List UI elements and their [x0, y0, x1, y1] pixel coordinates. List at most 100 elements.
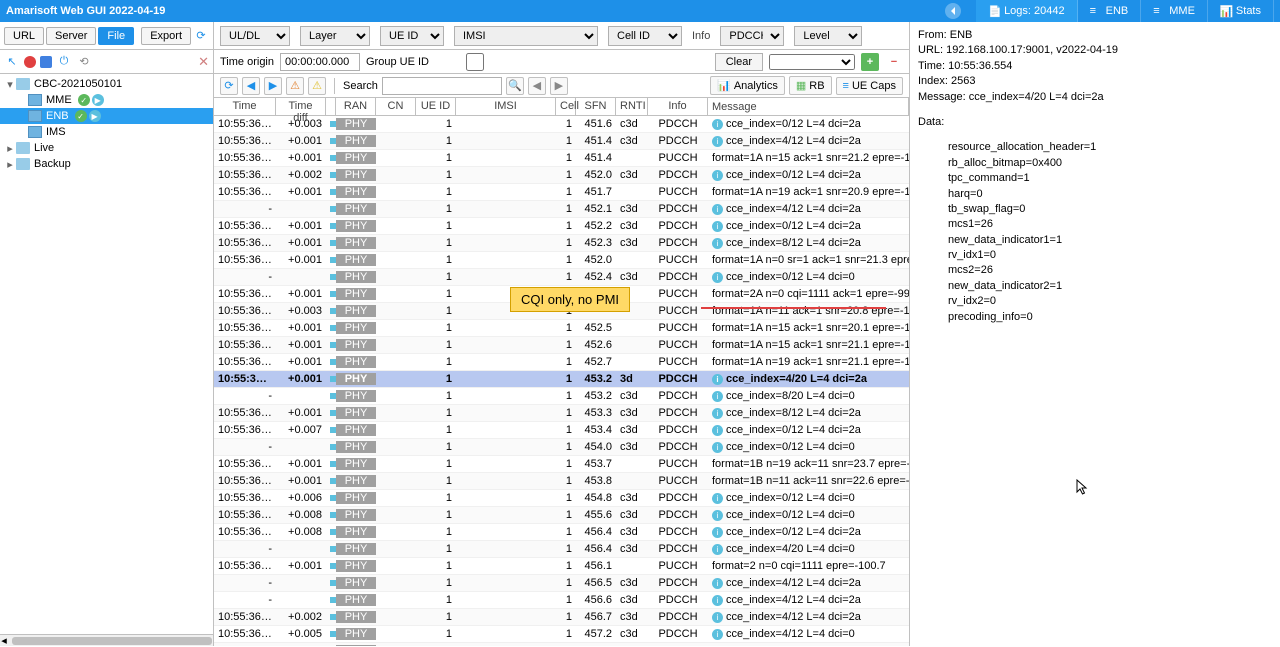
table-row[interactable]: 10:55:36.539+0.001PHY11451.4c3dPDCCHicce…	[214, 133, 909, 150]
uecaps-button[interactable]: ≡UE Caps	[836, 77, 903, 95]
search-input[interactable]	[382, 77, 502, 95]
detail-index: Index: 2563	[918, 74, 1272, 89]
refresh-icon[interactable]: ⟳	[193, 28, 209, 44]
alert-icon[interactable]: ⚠	[308, 77, 326, 95]
col-diff[interactable]: Time diff	[276, 98, 326, 115]
table-row[interactable]: 10:55:36.589+0.002PHY11456.7c3dPDCCHicce…	[214, 609, 909, 626]
table-row[interactable]: 10:55:36.543+0.001PHY11451.7PUCCHformat=…	[214, 184, 909, 201]
table-row[interactable]: 10:55:36.551+0.001PHY11452.5PUCCHformat=…	[214, 320, 909, 337]
logs-icon: 📄	[988, 5, 1000, 17]
col-time[interactable]: Time	[214, 98, 276, 115]
table-row[interactable]: 10:55:36.587+0.001PHY11456.1PUCCHformat=…	[214, 558, 909, 575]
warning-icon[interactable]: ⚠	[286, 77, 304, 95]
group-ueid-checkbox[interactable]	[435, 53, 515, 71]
layer-select[interactable]: Layer	[300, 26, 370, 46]
tree-root[interactable]: ▾CBC-2021050101	[0, 76, 213, 92]
col-ueid[interactable]: UE ID	[416, 98, 456, 115]
info-icon: i	[712, 391, 723, 402]
table-row[interactable]: 10:55:36.586+0.008PHY11456.4c3dPDCCHicce…	[214, 524, 909, 541]
table-row[interactable]: -PHY11456.5c3dPDCCHicce_index=4/12 L=4 d…	[214, 575, 909, 592]
info-icon: i	[712, 272, 723, 283]
rb-button[interactable]: ▦RB	[789, 76, 832, 95]
table-row[interactable]: 10:55:36.562+0.007PHY11453.4c3dPDCCHicce…	[214, 422, 909, 439]
tab-mme[interactable]: ≡MME	[1141, 0, 1208, 22]
table-row[interactable]: 10:55:36.578+0.008PHY11455.6c3dPDCCHicce…	[214, 507, 909, 524]
table-row[interactable]: -PHY11452.4c3dPDCCHicce_index=0/12 L=4 d…	[214, 269, 909, 286]
col-msg[interactable]: Message	[708, 98, 909, 115]
save-icon[interactable]	[40, 56, 52, 68]
info-select[interactable]: PDCCH, PI	[720, 26, 784, 46]
back-icon[interactable]: ◀	[242, 77, 260, 95]
remove-icon[interactable]: −	[885, 53, 903, 71]
group-ueid-label: Group UE ID	[366, 56, 429, 68]
binoculars-icon[interactable]: 🔍	[506, 77, 524, 95]
table-row[interactable]: 10:55:36.554+0.001PHY11453.23dPDCCHicce_…	[214, 371, 909, 388]
add-icon[interactable]: +	[861, 53, 879, 71]
uldl-select[interactable]: UL/DL	[220, 26, 290, 46]
cursor-icon[interactable]: ↖	[4, 54, 20, 70]
imsi-select[interactable]: IMSI	[454, 26, 598, 46]
file-button[interactable]: File	[98, 27, 134, 45]
url-button[interactable]: URL	[4, 27, 44, 45]
detail-panel: From: ENB URL: 192.168.100.17:9001, v202…	[910, 22, 1280, 646]
col-imsi[interactable]: IMSI	[456, 98, 556, 115]
table-row[interactable]: 10:55:36.538+0.003PHY11451.6c3dPDCCHicce…	[214, 116, 909, 133]
table-row[interactable]: 10:55:36.540+0.001PHY11451.4PUCCHformat=…	[214, 150, 909, 167]
preset-select[interactable]	[769, 54, 855, 70]
collapse-left-icon[interactable]	[945, 3, 961, 19]
tree-item-ims[interactable]: IMS	[0, 124, 213, 140]
search-back-icon[interactable]: ◀	[528, 77, 546, 95]
table-row[interactable]: 10:55:36.553+0.001PHY11452.7PUCCHformat=…	[214, 354, 909, 371]
table-row[interactable]: 10:55:36.594+0.005PHY11457.2c3dPDCCHicce…	[214, 626, 909, 643]
log-body[interactable]: 10:55:36.538+0.003PHY11451.6c3dPDCCHicce…	[214, 116, 909, 646]
action-bar: ⟳ ◀ ▶ ⚠ ⚠ Search 🔍 ◀ ▶ 📊Analytics ▦RB ≡U…	[214, 74, 909, 98]
info-icon: i	[712, 221, 723, 232]
level-select[interactable]: Level	[794, 26, 862, 46]
reload-icon[interactable]: ⟲	[76, 54, 92, 70]
col-info[interactable]: Info	[648, 98, 708, 115]
col-ran[interactable]: RAN	[336, 98, 376, 115]
tree-live[interactable]: ▸Live	[0, 140, 213, 156]
table-row[interactable]: 10:55:36.555+0.001PHY11453.3c3dPDCCHicce…	[214, 405, 909, 422]
col-rnti[interactable]: RNTI	[616, 98, 648, 115]
refresh-nav-icon[interactable]: ⟳	[220, 77, 238, 95]
table-row[interactable]: -PHY11452.1c3dPDCCHicce_index=4/12 L=4 d…	[214, 201, 909, 218]
col-cell[interactable]: Cell	[556, 98, 576, 115]
tab-logs[interactable]: 📄Logs: 20442	[976, 0, 1078, 22]
time-origin-input[interactable]	[280, 53, 360, 71]
clear-button[interactable]: Clear	[715, 53, 763, 71]
table-row[interactable]: 10:55:36.546+0.001PHY11452.0PUCCHformat=…	[214, 252, 909, 269]
folder-icon	[16, 78, 30, 90]
cellid-select[interactable]: Cell ID	[608, 26, 682, 46]
power-icon[interactable]: ⏻	[56, 54, 72, 70]
record-icon[interactable]	[24, 56, 36, 68]
export-button[interactable]: Export	[141, 27, 191, 45]
server-button[interactable]: Server	[46, 27, 96, 45]
search-fwd-icon[interactable]: ▶	[550, 77, 568, 95]
left-scrollbar[interactable]: ◂	[0, 634, 213, 646]
table-row[interactable]: -PHY11456.6c3dPDCCHicce_index=4/12 L=4 d…	[214, 592, 909, 609]
forward-icon[interactable]: ▶	[264, 77, 282, 95]
table-row[interactable]: 10:55:36.552+0.001PHY11452.6PUCCHformat=…	[214, 337, 909, 354]
ueid-select[interactable]: UE ID	[380, 26, 444, 46]
table-row[interactable]: 10:55:36.542+0.002PHY11452.0c3dPDCCHicce…	[214, 167, 909, 184]
table-row[interactable]: 10:55:36.563+0.001PHY11453.7PUCCHformat=…	[214, 456, 909, 473]
col-cn[interactable]: CN	[376, 98, 416, 115]
info-icon: i	[712, 204, 723, 215]
close-icon[interactable]: ✕	[198, 54, 209, 70]
tree-item-mme[interactable]: MME✓▶	[0, 92, 213, 108]
table-row[interactable]: -PHY11454.0c3dPDCCHicce_index=0/12 L=4 d…	[214, 439, 909, 456]
tree-backup[interactable]: ▸Backup	[0, 156, 213, 172]
col-sfn[interactable]: SFN	[576, 98, 616, 115]
table-row[interactable]: 10:55:36.545+0.001PHY11452.3c3dPDCCHicce…	[214, 235, 909, 252]
table-row[interactable]: -PHY11456.4c3dPDCCHicce_index=4/20 L=4 d…	[214, 541, 909, 558]
detail-line: rv_idx2=0	[948, 294, 1272, 309]
table-row[interactable]: 10:55:36.570+0.006PHY11454.8c3dPDCCHicce…	[214, 490, 909, 507]
table-row[interactable]: 10:55:36.564+0.001PHY11453.8PUCCHformat=…	[214, 473, 909, 490]
table-row[interactable]: -PHY11453.2c3dPDCCHicce_index=8/20 L=4 d…	[214, 388, 909, 405]
tree-item-enb[interactable]: ENB✓▶	[0, 108, 213, 124]
tab-enb[interactable]: ≡ENB	[1078, 0, 1142, 22]
analytics-button[interactable]: 📊Analytics	[710, 76, 785, 95]
table-row[interactable]: 10:55:36.544+0.001PHY11452.2c3dPDCCHicce…	[214, 218, 909, 235]
tab-stats[interactable]: 📊Stats	[1208, 0, 1274, 22]
